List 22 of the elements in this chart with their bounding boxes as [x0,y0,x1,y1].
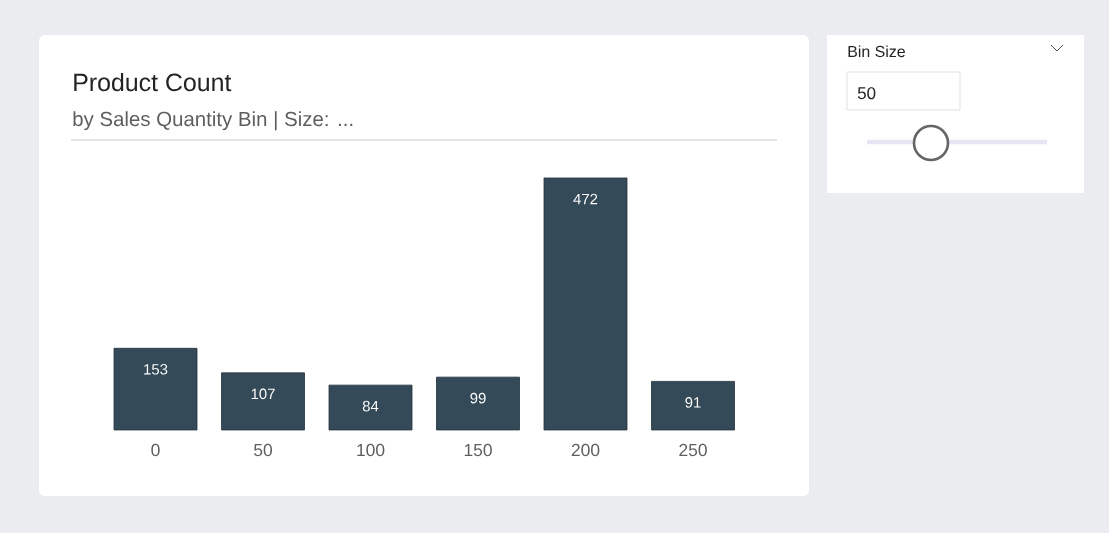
x-tick-label: 0 [151,443,160,457]
text: Bin Size [848,45,905,58]
data-label: 91 [685,397,701,408]
bar [436,376,520,431]
chart-title: Product Count [74,72,232,92]
x-tick-label: 250 [679,443,707,457]
x-tick-label: 100 [357,443,385,457]
data-label: 84 [362,400,379,412]
data-label: 472 [573,193,598,205]
bar [651,381,735,431]
bar [328,384,413,431]
data-label: 99 [470,392,486,404]
text: 50 [857,87,876,100]
chart-subtitle: by Sales Quantity Bin | Size: ... [73,111,353,131]
x-tick-label: 200 [571,443,600,457]
bar [113,347,198,431]
data-label: 153 [144,364,168,375]
x-tick-label: 50 [254,443,273,457]
bar [221,372,305,431]
bar [543,177,628,431]
data-label: 107 [251,388,275,400]
x-tick-label: 150 [464,443,492,457]
